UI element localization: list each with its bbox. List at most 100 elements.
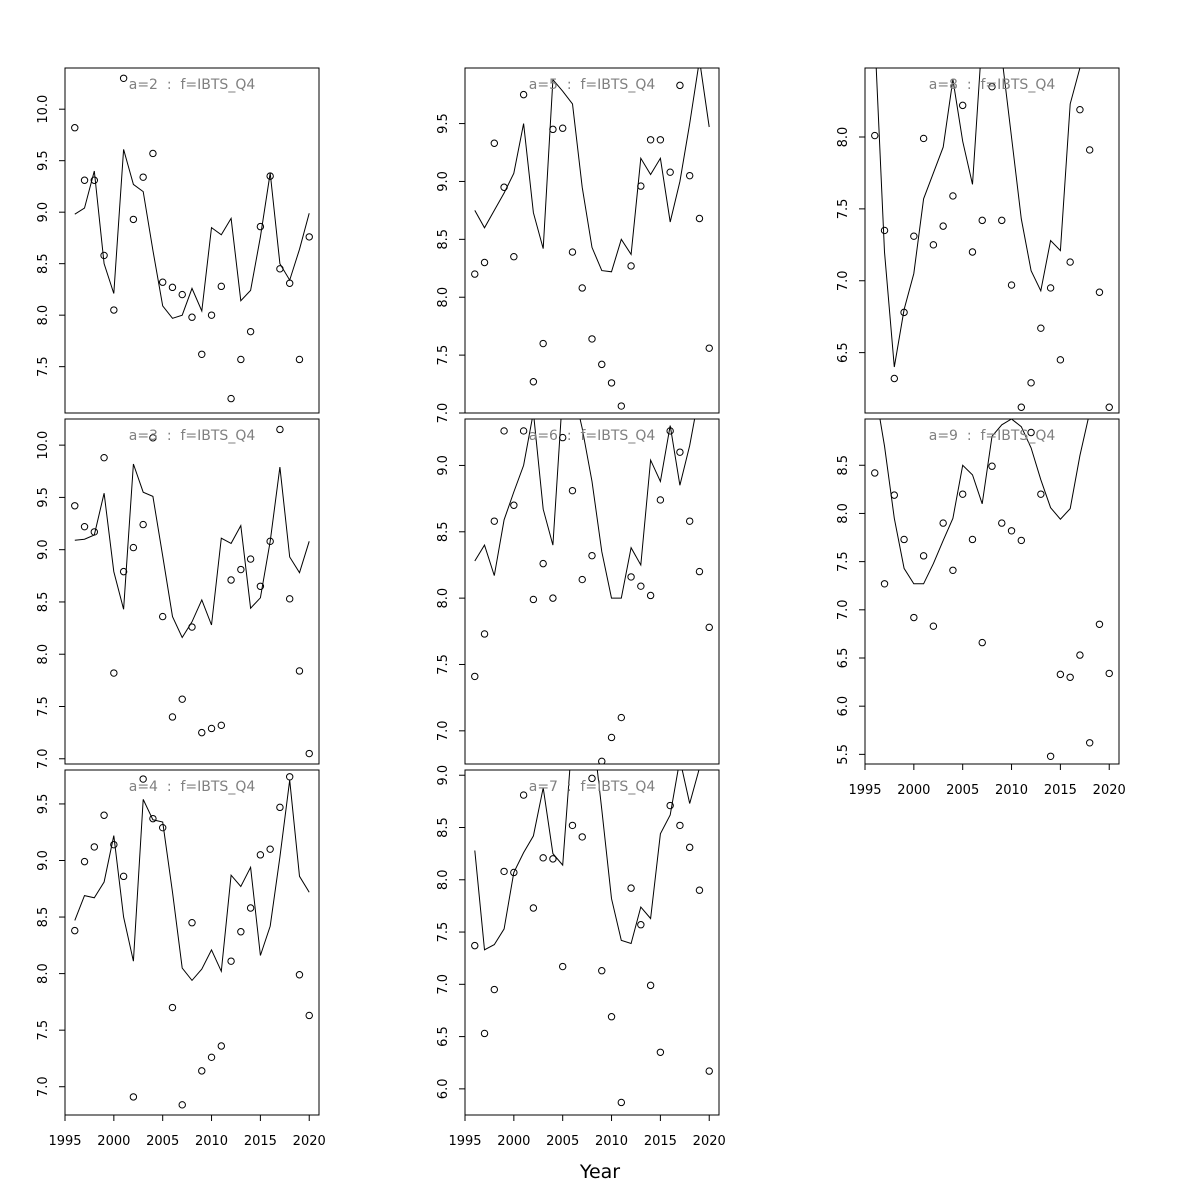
- data-point: [217, 721, 226, 730]
- data-point: [1027, 379, 1035, 387]
- data-point: [695, 886, 704, 894]
- data-point: [578, 833, 586, 841]
- data-point: [695, 567, 704, 576]
- data-point: [1095, 620, 1104, 628]
- y-tick-label: 9.5: [36, 150, 51, 171]
- y-tick-label: 7.5: [36, 696, 51, 717]
- data-point: [500, 867, 508, 876]
- data-point: [529, 378, 538, 386]
- y-tick-label: 9.0: [436, 455, 451, 476]
- panel: 5.5 6.0 6.5 7.0 7.5 8.0 8.5 1995 2000 2005 2010 201…: [836, 418, 1126, 798]
- data-point: [149, 149, 157, 158]
- y-tick-label: 7.0: [36, 1076, 51, 1097]
- data-point: [227, 576, 235, 584]
- y-tick-label: 7.5: [836, 199, 851, 220]
- data-point: [1027, 428, 1035, 437]
- y-tick-label: 7.0: [436, 720, 451, 741]
- plot-frame: [864, 67, 1120, 414]
- y-tick-label: 8.0: [36, 305, 51, 326]
- data-point: [910, 613, 918, 622]
- data-point: [207, 724, 216, 733]
- y-tick-label: 8.5: [36, 592, 51, 613]
- data-point: [227, 957, 235, 965]
- data-point: [71, 926, 79, 935]
- data-point: [598, 360, 606, 369]
- panel: 7.5 8.0 8.5 9.0 9.5 10.0 a=2 : f=IBTS_Q4: [36, 67, 320, 414]
- plot-frame: [64, 418, 320, 765]
- data-point: [80, 176, 89, 184]
- data-point: [285, 279, 294, 287]
- data-point: [227, 394, 235, 403]
- data-point: [1046, 752, 1055, 760]
- data-point: [637, 582, 645, 590]
- panel-title: a=3 : f=IBTS_Q4: [129, 428, 256, 444]
- data-point: [471, 672, 479, 681]
- x-tick-label: 1995: [48, 1134, 81, 1149]
- y-tick-label: 8.5: [36, 907, 51, 928]
- data-point: [188, 919, 196, 927]
- data-point: [666, 801, 674, 810]
- data-point: [295, 355, 304, 364]
- data-point: [1085, 146, 1094, 154]
- y-tick-label: 9.5: [36, 794, 51, 815]
- data-point: [1056, 670, 1065, 679]
- y-tick-label: 9.0: [436, 765, 451, 786]
- panel-title: a=5 : f=IBTS_Q4: [529, 77, 656, 93]
- panel: 6.0 6.5 7.0 7.5 8.0 8.5 9.0 1995 2000 2005 2010 201…: [436, 765, 726, 1149]
- data-point: [998, 519, 1006, 527]
- y-tick-label: 8.5: [36, 253, 51, 274]
- data-point: [480, 258, 489, 267]
- data-point: [149, 434, 157, 442]
- data-point: [168, 713, 177, 721]
- y-tick-label: 7.5: [36, 356, 51, 377]
- y-tick-label: 6.0: [436, 1079, 451, 1100]
- y-tick-label: 9.5: [36, 487, 51, 508]
- data-point: [490, 139, 499, 147]
- x-tick-label: 2010: [195, 1134, 228, 1149]
- data-point: [266, 172, 274, 180]
- data-point: [929, 241, 938, 249]
- data-point: [276, 803, 284, 812]
- data-point: [617, 1098, 626, 1107]
- y-tick-label: 9.5: [436, 113, 451, 134]
- x-tick-label: 2000: [897, 783, 930, 798]
- x-tick-label: 2015: [244, 1134, 277, 1149]
- data-point: [519, 90, 528, 99]
- data-point: [617, 402, 626, 410]
- data-point: [168, 283, 177, 292]
- data-point: [295, 667, 304, 675]
- y-tick-label: 7.5: [436, 922, 451, 943]
- x-tick-label: 2010: [995, 783, 1028, 798]
- data-point: [256, 582, 265, 590]
- data-point: [1085, 739, 1094, 747]
- data-point: [627, 884, 635, 892]
- data-point: [656, 136, 665, 144]
- data-point: [705, 623, 713, 632]
- data-point: [471, 270, 479, 278]
- data-point: [627, 262, 635, 270]
- data-point: [1046, 284, 1055, 292]
- data-point: [305, 1011, 313, 1020]
- data-point: [695, 214, 704, 223]
- data-point: [871, 131, 879, 140]
- data-point: [510, 253, 518, 261]
- data-point: [295, 971, 304, 979]
- data-point: [158, 823, 167, 832]
- y-tick-label: 8.0: [436, 588, 451, 609]
- data-point: [607, 1013, 616, 1021]
- data-point: [110, 840, 118, 849]
- fitted-line: [74, 780, 310, 982]
- data-point: [539, 854, 547, 862]
- data-point: [890, 491, 899, 499]
- panel: 7.0 7.5 8.0 8.5 9.0 9.5 a=5 : f=IBTS_Q4: [436, 67, 720, 423]
- plot-frame: [64, 769, 320, 1116]
- data-point: [1066, 673, 1074, 681]
- x-tick-label: 2020: [1093, 783, 1126, 798]
- y-tick-label: 6.5: [836, 342, 851, 363]
- data-point: [1105, 403, 1113, 411]
- data-point: [276, 425, 284, 434]
- y-tick-label: 9.0: [36, 539, 51, 560]
- data-point: [549, 125, 557, 134]
- y-tick-label: 10.0: [36, 95, 51, 124]
- data-point: [178, 1101, 186, 1109]
